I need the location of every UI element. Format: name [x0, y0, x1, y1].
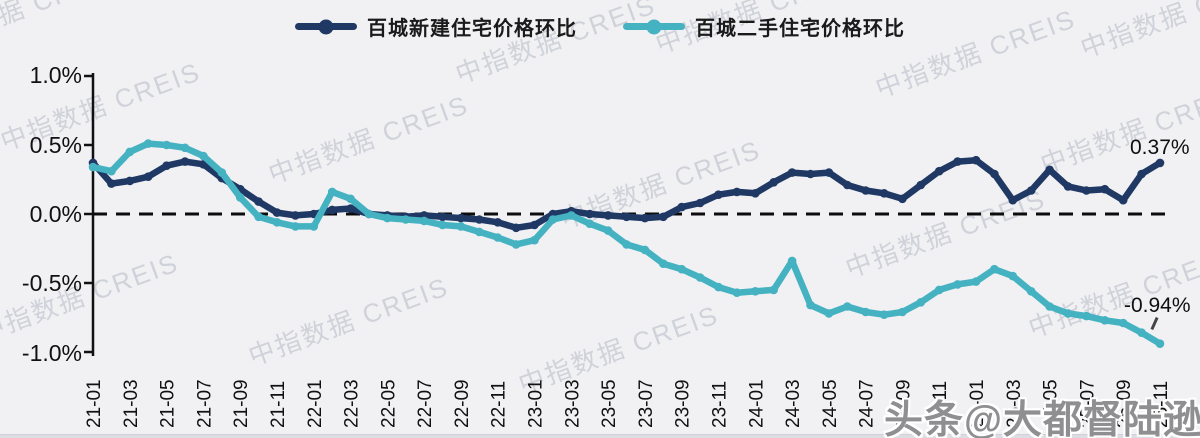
x-axis-tick-label: 25-05 — [1041, 379, 1062, 428]
x-axis-tick-label: 22-11 — [489, 381, 510, 428]
chart-legend: 百城新建住宅价格环比 百城二手住宅价格环比 — [0, 12, 1200, 41]
x-axis-tick-label: 23-09 — [673, 379, 694, 428]
x-axis-tick-label: 24-05 — [820, 379, 841, 428]
y-axis-tick-label: -1.0% — [21, 340, 82, 366]
bottom-edge-divider — [0, 434, 1200, 438]
x-axis-tick-label: 25-07 — [1077, 379, 1098, 428]
x-axis-tick-label: 24-01 — [746, 379, 767, 428]
x-axis-tick-label: 22-07 — [415, 379, 436, 428]
x-axis-tick-label: 21-09 — [231, 379, 252, 428]
x-axis-tick-label: 25-11 — [1151, 381, 1172, 428]
y-axis-tick-label: 0.5% — [29, 132, 82, 158]
x-axis-tick-labels: 21-01 21-03 21-05 21-07 21-09 21-11 22-01 22-03… — [84, 379, 1172, 428]
x-axis-tick-label: 24-07 — [857, 379, 878, 428]
x-axis-tick-label: 23-05 — [599, 379, 620, 428]
x-axis-tick-label: 22-01 — [305, 379, 326, 428]
x-axis-tick-label: 23-07 — [636, 379, 657, 428]
legend-label-new-homes: 百城新建住宅价格环比 — [367, 18, 577, 40]
line-with-dot-marker-icon — [623, 19, 685, 34]
x-axis-tick-label: 25-09 — [1114, 379, 1135, 428]
x-axis-tick-label: 22-09 — [452, 379, 473, 428]
series-line-1 — [88, 139, 1165, 349]
credit-watermark: 头条@大都督陆逊 — [884, 399, 1200, 438]
x-axis-tick-label: 25-03 — [1004, 379, 1025, 428]
y-axis-tick-label: 1.0% — [29, 62, 82, 88]
x-axis-tick-label: 24-11 — [930, 381, 951, 428]
data-label-new-homes: 0.37% — [1130, 136, 1190, 159]
x-axis-tick-label: 24-09 — [893, 379, 914, 428]
y-axis — [84, 73, 95, 356]
line-with-dot-marker-icon — [295, 19, 357, 34]
x-axis-tick-label: 23-11 — [710, 381, 731, 428]
x-axis-tick-label: 21-07 — [194, 379, 215, 428]
series-line-0 — [88, 155, 1165, 233]
x-axis-tick-label: 21-01 — [84, 379, 105, 428]
x-axis-tick-label: 22-05 — [378, 379, 399, 428]
x-axis-tick-label: 24-03 — [783, 379, 804, 428]
y-axis-tick-label: 0.0% — [29, 201, 82, 227]
x-axis-tick-label: 25-01 — [967, 379, 988, 428]
x-axis-tick-label: 21-03 — [121, 379, 142, 428]
y-axis-tick-label: -0.5% — [21, 270, 82, 296]
legend-item-new-homes: 百城新建住宅价格环比 — [295, 12, 577, 41]
x-axis-tick-label: 23-03 — [562, 379, 583, 428]
x-axis-tick-label: 23-01 — [526, 379, 547, 428]
legend-item-second-hand: 百城二手住宅价格环比 — [623, 12, 905, 41]
x-axis-tick-label: 21-05 — [158, 379, 179, 428]
x-axis-tick-label: 22-03 — [342, 379, 363, 428]
data-label-second-hand: -0.94% — [1124, 294, 1191, 317]
legend-label-second-hand: 百城二手住宅价格环比 — [695, 18, 905, 40]
x-axis-tick-label: 21-11 — [268, 381, 289, 428]
